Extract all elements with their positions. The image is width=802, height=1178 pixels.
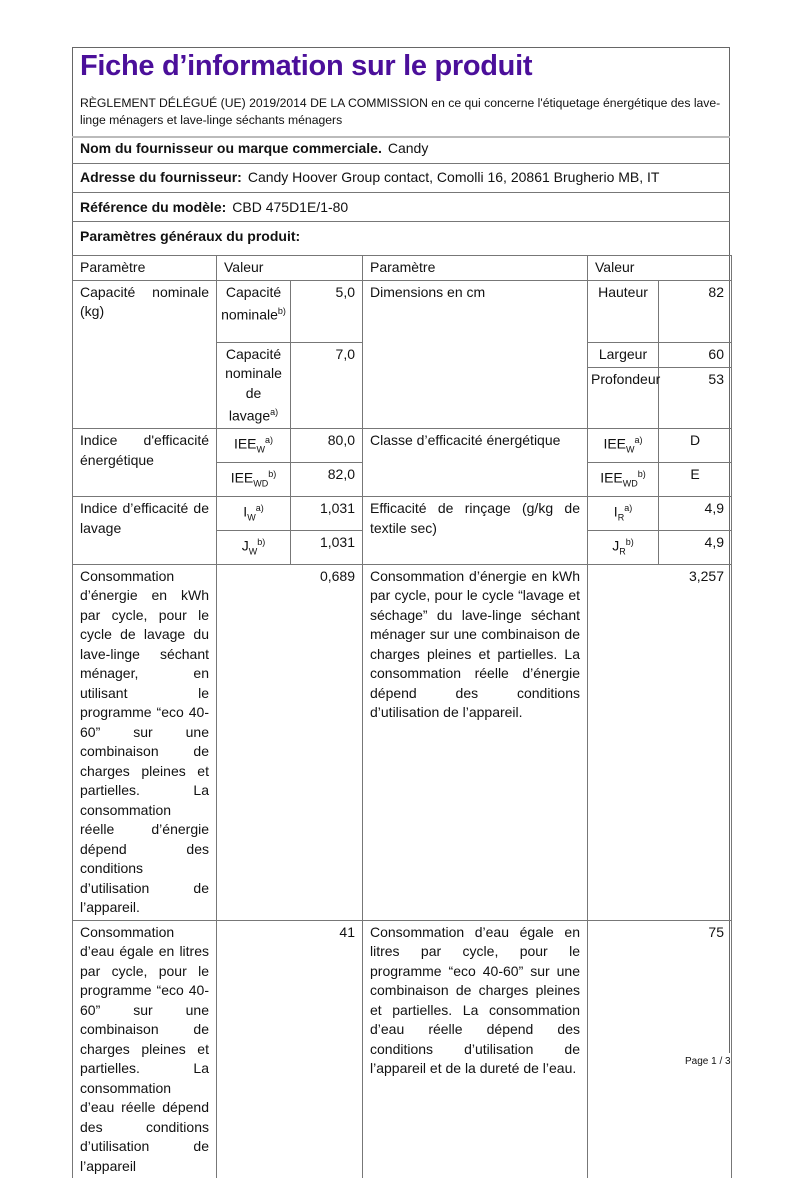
supplier-value: Candy: [387, 140, 429, 156]
washing-w-value: 1,031: [290, 496, 363, 532]
regulation-text: RÈGLEMENT DÉLÉGUÉ (UE) 2019/2014 DE LA C…: [80, 96, 721, 127]
table-row: Indice d'efficacité énergétique IEEWa) 8…: [72, 428, 732, 498]
class-wd-value: E: [658, 462, 732, 498]
header-value: Valeur: [216, 255, 363, 281]
washing-wd-value: 1,031: [290, 530, 363, 565]
class-w-symbol: IEEWa): [587, 428, 659, 464]
rinsing-w-value: 4,9: [658, 496, 732, 532]
table-row: Profondeur 53: [73, 366, 732, 430]
supplier-label: Nom du fournisseur ou marque commerciale…: [80, 140, 382, 156]
eei-wd-symbol: IEEWDb): [216, 462, 291, 498]
model-label: Référence du modèle:: [80, 199, 227, 215]
table-row: Consommation d’eau égale en litres par c…: [72, 919, 732, 1178]
height-label: Hauteur: [587, 279, 659, 343]
page-number: Page 1 / 3: [685, 1056, 731, 1067]
height-value: 82: [658, 279, 732, 343]
divider: [72, 163, 730, 164]
supplier-row: Nom du fournisseur ou marque commerciale…: [80, 140, 428, 156]
rinsing-wd-symbol: JRb): [587, 530, 659, 565]
eei-wd-value: 82,0: [290, 462, 363, 498]
water-wash-value: 41: [216, 919, 363, 1178]
address-value: Candy Hoover Group contact, Comolli 16, …: [247, 169, 660, 185]
capacity-sub1: Capacité nominaleb): [216, 279, 291, 343]
width-label: Largeur: [587, 341, 659, 368]
energy-washdry-value: 3,257: [587, 563, 732, 921]
eei-w-value: 80,0: [290, 428, 363, 464]
class-wd-symbol: IEEWDb): [587, 462, 659, 498]
model-row: Référence du modèle: CBD 475D1E/1-80: [80, 199, 348, 215]
water-washdry-value: 75: [587, 919, 732, 1178]
capacity-sub2: Capacité nominale de lavagea): [216, 341, 291, 430]
divider: [72, 136, 730, 138]
divider: [72, 221, 730, 222]
washing-w-symbol: IWa): [216, 496, 291, 532]
header-param: Paramètre: [362, 255, 588, 281]
page-title: Fiche d’information sur le produit: [80, 50, 533, 82]
table-row: Consommation d’énergie en kWh par cycle,…: [72, 563, 732, 921]
depth-label: Profondeur: [587, 366, 660, 430]
rinsing-w-symbol: IRa): [587, 496, 659, 532]
energy-wash-label: Consommation d’énergie en kWh par cycle,…: [72, 563, 217, 921]
capacity-val2: 7,0: [290, 341, 363, 430]
rinsing-label: Efficacité de rinçage (g/kg de textile s…: [362, 496, 588, 565]
dimensions-label: Dimensions en cm: [362, 279, 588, 430]
energy-wash-value: 0,689: [216, 563, 363, 921]
table-row: IEEWDb) 82,0 IEEWDb) E: [73, 462, 732, 498]
table-row: JWb) 1,031 JRb) 4,9: [73, 530, 732, 565]
table-header-row: Paramètre Valeur Paramètre Valeur: [72, 255, 732, 281]
table-row: Indice d’efficacité de lavage IWa) 1,031…: [72, 496, 732, 565]
eei-w-symbol: IEEWa): [216, 428, 291, 464]
rinsing-wd-value: 4,9: [658, 530, 732, 565]
water-washdry-label: Consommation d’eau égale en litres par c…: [362, 919, 588, 1178]
capacity-label: Capacité nominale (kg): [72, 279, 217, 430]
washing-label: Indice d’efficacité de lavage: [72, 496, 217, 565]
washing-wd-symbol: JWb): [216, 530, 291, 565]
energy-washdry-label: Consommation d’énergie en kWh par cycle,…: [362, 563, 588, 921]
general-params-row: Paramètres généraux du produit:: [80, 228, 306, 244]
header-param: Paramètre: [72, 255, 217, 281]
capacity-val1: 5,0: [290, 279, 363, 343]
eei-label: Indice d'efficacité énergétique: [72, 428, 217, 498]
header-value: Valeur: [587, 255, 732, 281]
general-params-heading: Paramètres généraux du produit:: [80, 228, 301, 244]
water-wash-label: Consommation d’eau égale en litres par c…: [72, 919, 217, 1178]
depth-value: 53: [658, 366, 732, 430]
table-row: Capacité nominale de lavagea) 7,0 Largeu…: [73, 341, 732, 430]
class-w-value: D: [658, 428, 732, 464]
address-label: Adresse du fournisseur:: [80, 169, 242, 185]
energy-class-label: Classe d’efficacité énergétique: [362, 428, 588, 498]
parameters-table: Paramètre Valeur Paramètre Valeur Capaci…: [72, 255, 732, 1178]
table-row: Capacité nominale (kg) Capacité nominale…: [72, 279, 732, 430]
width-value: 60: [658, 341, 732, 368]
model-value: CBD 475D1E/1-80: [232, 199, 349, 215]
divider: [72, 192, 730, 193]
address-row: Adresse du fournisseur: Candy Hoover Grou…: [80, 169, 659, 185]
